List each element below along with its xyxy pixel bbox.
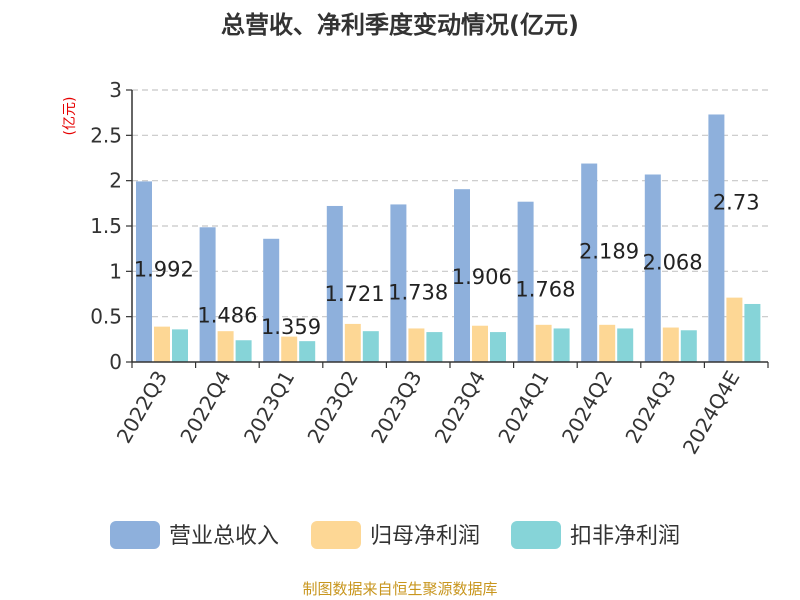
y-tick-label: 2	[109, 169, 122, 193]
chart-title: 总营收、净利季度变动情况(亿元)	[221, 11, 579, 39]
x-tick-label: 2023Q3	[366, 367, 426, 448]
data-label: 1.721	[325, 282, 385, 306]
legend[interactable]: 营业总收入 归母净利润 扣非净利润	[110, 521, 680, 549]
bar-deducted-net-profit	[362, 331, 379, 362]
bar-revenue	[199, 227, 216, 362]
y-tick-label: 0.5	[90, 305, 122, 329]
bar-revenue	[581, 163, 598, 362]
bar-revenue	[644, 174, 661, 362]
bar-net-profit	[408, 328, 425, 362]
bar-deducted-net-profit	[490, 332, 506, 362]
x-tick-label: 2024Q3	[620, 367, 680, 448]
y-tick-label: 1	[109, 259, 122, 283]
data-label: 2.189	[579, 240, 639, 264]
data-label: 1.486	[197, 303, 257, 327]
bar-net-profit	[535, 324, 552, 362]
bar-revenue	[263, 238, 280, 362]
bar-revenue	[517, 201, 534, 362]
y-axis-label: (亿元)	[62, 97, 78, 136]
legend-label: 归母净利润	[370, 524, 480, 549]
y-tick-label: 2.5	[90, 123, 122, 147]
data-label: 1.738	[388, 280, 448, 304]
data-label: 1.359	[261, 315, 321, 339]
bars	[136, 114, 761, 362]
data-label: 1.992	[134, 257, 194, 281]
bar-net-profit	[344, 323, 361, 362]
x-tick-label: 2024Q4E	[678, 367, 745, 459]
bar-deducted-net-profit	[299, 341, 316, 362]
bar-net-profit	[599, 324, 616, 362]
bar-revenue	[708, 114, 725, 362]
bar-deducted-net-profit	[172, 329, 188, 362]
bar-deducted-net-profit	[744, 303, 761, 362]
bar-net-profit	[662, 327, 679, 362]
bar-net-profit	[217, 331, 234, 362]
data-label: 1.906	[452, 265, 512, 289]
x-tick-label: 2023Q2	[302, 367, 362, 448]
data-label: 2.73	[713, 190, 760, 214]
x-tick-label: 2022Q4	[175, 367, 235, 448]
bar-deducted-net-profit	[553, 328, 570, 362]
x-tick-label: 2023Q4	[430, 367, 490, 448]
y-tick-label: 3	[109, 78, 122, 102]
source-note: 制图数据来自恒生聚源数据库	[302, 580, 497, 598]
x-tick-label: 2022Q3	[112, 367, 172, 448]
y-tick-label: 0	[109, 350, 122, 374]
legend-swatch	[511, 521, 561, 549]
x-tick-label: 2024Q2	[557, 367, 617, 448]
y-axis-ticks: 0 0.5 1 1.5 2 2.5 3	[90, 78, 132, 374]
x-tick-label: 2023Q1	[239, 367, 299, 448]
gridlines	[132, 89, 768, 318]
bar-revenue	[454, 189, 470, 362]
bar-deducted-net-profit	[426, 332, 443, 362]
bar-net-profit	[154, 326, 170, 362]
bar-revenue	[390, 204, 407, 362]
x-tick-label: 2024Q1	[493, 367, 553, 448]
legend-swatch	[110, 521, 160, 549]
legend-label: 扣非净利润	[570, 524, 680, 549]
bar-revenue	[326, 205, 343, 362]
bar-deducted-net-profit	[235, 340, 252, 362]
bar-net-profit	[472, 325, 488, 362]
data-label: 2.068	[643, 251, 703, 275]
legend-swatch	[311, 521, 361, 549]
x-axis-ticks: 2022Q3 2022Q4 2023Q1 2023Q2 2023Q3 2023Q4 2024…	[112, 362, 769, 459]
legend-label: 营业总收入	[169, 524, 279, 549]
bar-revenue	[136, 181, 152, 362]
data-label: 1.768	[515, 278, 575, 302]
bar-deducted-net-profit	[617, 328, 634, 362]
y-tick-label: 1.5	[90, 214, 122, 238]
bar-net-profit	[281, 336, 298, 362]
bar-net-profit	[726, 297, 743, 362]
bar-deducted-net-profit	[680, 330, 697, 362]
